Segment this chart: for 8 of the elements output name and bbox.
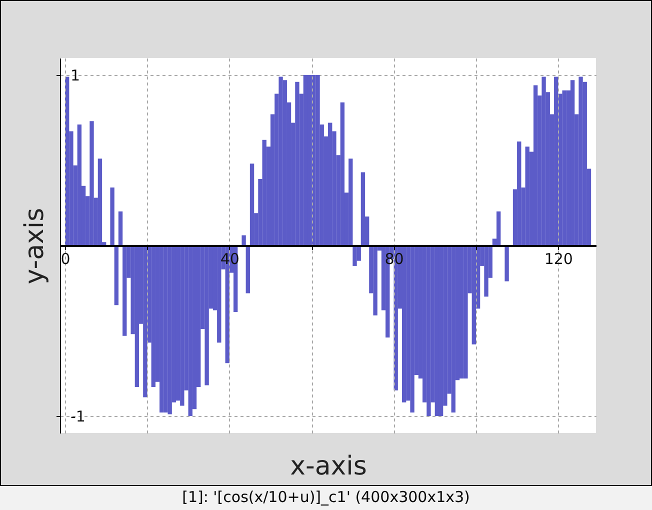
x-tick-label: 120 [544,250,573,268]
y-tick-label: 1 [70,66,80,85]
text: [1]: '[cos(x/10+u)]_c1' (400x300x1x3) [181,488,471,506]
x-tick-label: 0 [60,250,70,268]
y-axis-title: y-axis [20,208,50,284]
x-tick-label: 80 [384,250,404,268]
y-tick-label: -1 [70,407,86,426]
x-axis-title: x-axis [290,452,367,482]
